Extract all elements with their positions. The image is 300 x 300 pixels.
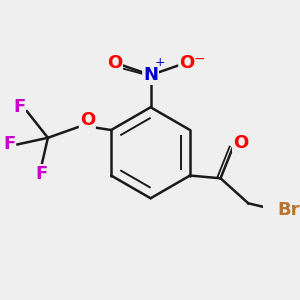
Text: Br: Br (277, 201, 299, 219)
Text: −: − (193, 51, 205, 65)
Text: +: + (155, 56, 165, 69)
Text: F: F (13, 98, 25, 116)
Text: F: F (3, 135, 15, 153)
Text: O: O (179, 54, 194, 72)
Text: F: F (35, 165, 47, 183)
Text: O: O (233, 134, 248, 152)
Text: O: O (80, 111, 95, 129)
Text: N: N (143, 66, 158, 84)
Text: O: O (107, 54, 122, 72)
